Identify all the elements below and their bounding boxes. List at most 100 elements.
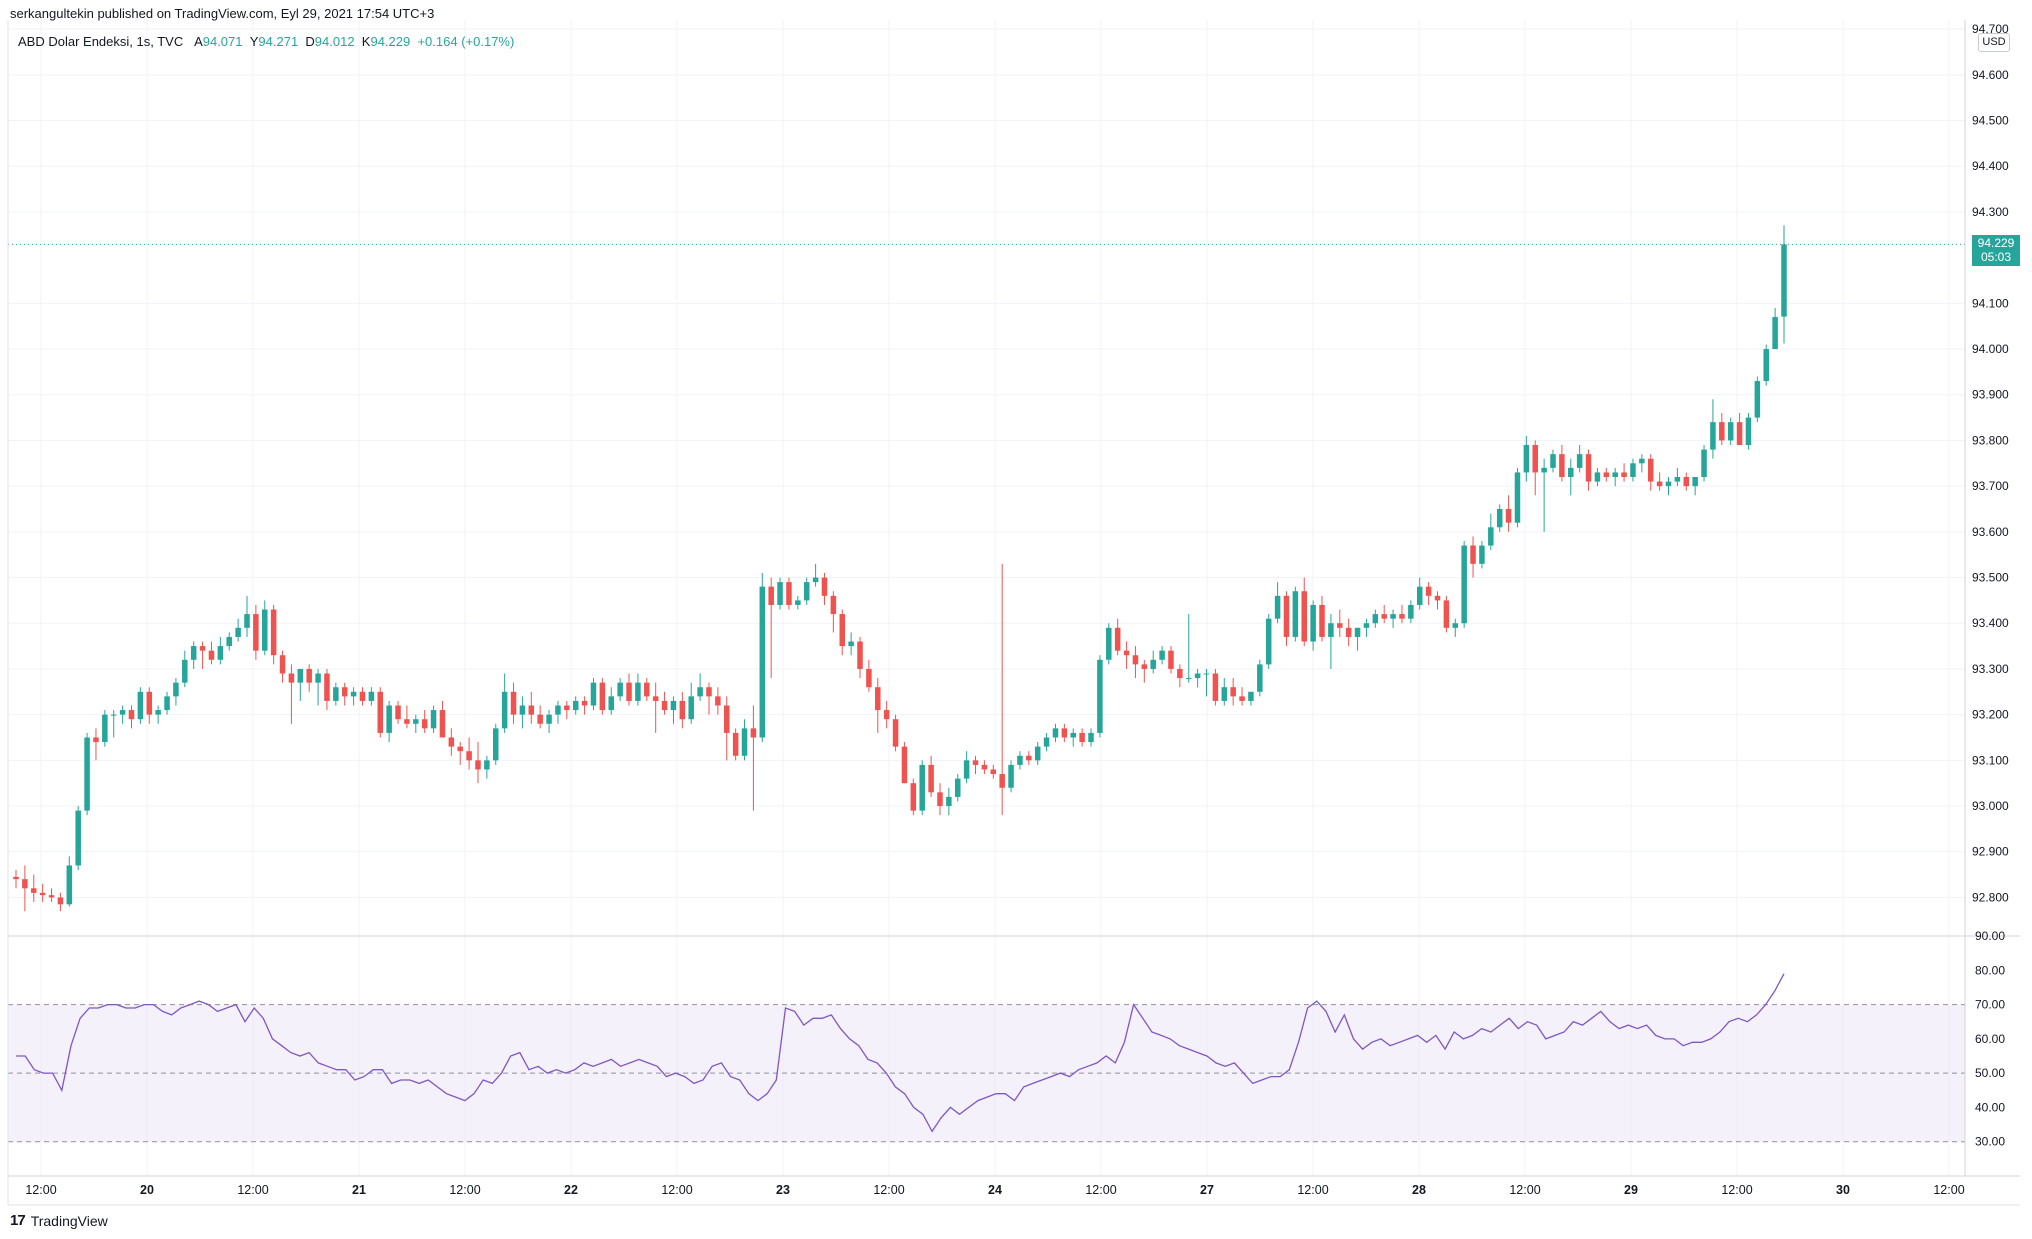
candle — [1372, 609, 1379, 628]
candles — [8, 225, 1965, 912]
candle — [848, 632, 854, 656]
candle — [1559, 445, 1565, 482]
candle — [1603, 467, 1610, 482]
candle — [350, 687, 357, 706]
candle — [1568, 458, 1574, 496]
candle — [146, 687, 153, 724]
candle — [1301, 577, 1307, 647]
time-tick-label: 22 — [564, 1183, 578, 1197]
candle — [883, 700, 890, 729]
candle — [404, 705, 410, 729]
candle — [795, 595, 801, 610]
candle — [1381, 604, 1387, 624]
time-tick-label: 12:00 — [237, 1183, 268, 1197]
candle — [1345, 618, 1352, 647]
candle — [1656, 472, 1663, 491]
candle — [821, 572, 828, 605]
candle — [1550, 449, 1556, 473]
footer-brand[interactable]: 17 TradingView — [10, 1212, 108, 1229]
price-tick-label: 92.800 — [1972, 890, 2009, 904]
candle — [1363, 618, 1370, 637]
time-tick-label: 30 — [1836, 1183, 1850, 1197]
candle — [1212, 668, 1219, 706]
time-tick-label: 28 — [1412, 1183, 1426, 1197]
candle — [1177, 664, 1183, 688]
candle — [288, 664, 295, 724]
candle — [13, 870, 19, 889]
candle — [617, 678, 623, 701]
candle — [1043, 732, 1050, 752]
open-label: A — [194, 34, 203, 49]
candle — [1274, 582, 1281, 624]
candle — [110, 710, 117, 738]
time-tick-label: 23 — [776, 1183, 790, 1197]
price-tick-label: 94.000 — [1972, 342, 2009, 356]
price-tick-label: 93.100 — [1972, 753, 2009, 767]
price-tick-label: 93.400 — [1972, 616, 2009, 630]
candle — [519, 696, 526, 729]
candle — [1114, 618, 1121, 656]
candle — [1781, 225, 1787, 344]
candle — [1097, 655, 1103, 738]
candle — [599, 678, 606, 715]
rsi-band — [8, 1004, 1965, 1143]
candle — [839, 609, 846, 656]
candle — [1425, 582, 1432, 605]
brand-name: TradingView — [30, 1212, 108, 1229]
symbol-name[interactable]: ABD Dolar Endeksi, 1s, TVC — [18, 34, 184, 49]
candle — [670, 696, 677, 724]
candle — [732, 728, 739, 761]
price-tick-label: 94.300 — [1972, 205, 2009, 219]
candle — [688, 682, 694, 724]
candle — [1710, 399, 1716, 459]
price-axis[interactable]: 92.800 92.900 93.000 93.100 93.200 93.300 93.4… — [1972, 22, 2009, 1149]
candle — [199, 641, 206, 669]
candle — [1736, 413, 1743, 446]
tradingview-logo-icon: 17 — [10, 1212, 26, 1229]
candle — [1443, 595, 1450, 633]
candle — [1194, 668, 1201, 688]
candle — [928, 755, 934, 797]
price-tick-label: 93.000 — [1972, 799, 2009, 813]
candle — [572, 696, 579, 715]
candle — [75, 806, 81, 871]
time-tick-label: 24 — [988, 1183, 1002, 1197]
chart-frame — [7, 20, 2020, 1206]
candle — [1061, 723, 1068, 743]
currency-button[interactable]: USD — [1978, 33, 2010, 52]
candle — [1399, 604, 1405, 624]
candle — [546, 710, 552, 733]
candle — [1416, 577, 1423, 610]
candle — [1017, 751, 1023, 770]
candle — [1585, 449, 1592, 491]
candle — [208, 641, 215, 665]
candle — [946, 787, 952, 816]
candle — [652, 682, 659, 733]
candle — [1754, 376, 1761, 423]
candle — [1576, 445, 1583, 473]
candle — [1079, 728, 1085, 747]
candle — [1328, 614, 1334, 669]
candle — [555, 700, 561, 724]
change-value: +0.164 (+0.17%) — [417, 34, 515, 49]
candle — [493, 723, 499, 765]
candle — [1496, 504, 1503, 532]
candle — [102, 710, 108, 747]
candle — [1763, 344, 1769, 386]
time-axis[interactable]: 12:00 20 12:00 21 12:00 22 12:00 23 12:00 24 12:00… — [25, 1183, 1964, 1197]
candle — [919, 760, 925, 816]
candle — [324, 668, 330, 711]
candle — [39, 883, 46, 903]
candle — [1488, 513, 1494, 551]
candle — [644, 678, 650, 701]
time-tick-label: 20 — [140, 1183, 154, 1197]
candle — [1683, 472, 1690, 491]
candle — [173, 678, 179, 706]
candle — [697, 673, 703, 701]
candle — [1239, 687, 1245, 706]
last-price-tag: 94.229 05:03 — [1972, 235, 2020, 266]
candle — [466, 737, 472, 770]
candle — [1390, 609, 1396, 628]
price-tick-label: 94.500 — [1972, 114, 2009, 128]
